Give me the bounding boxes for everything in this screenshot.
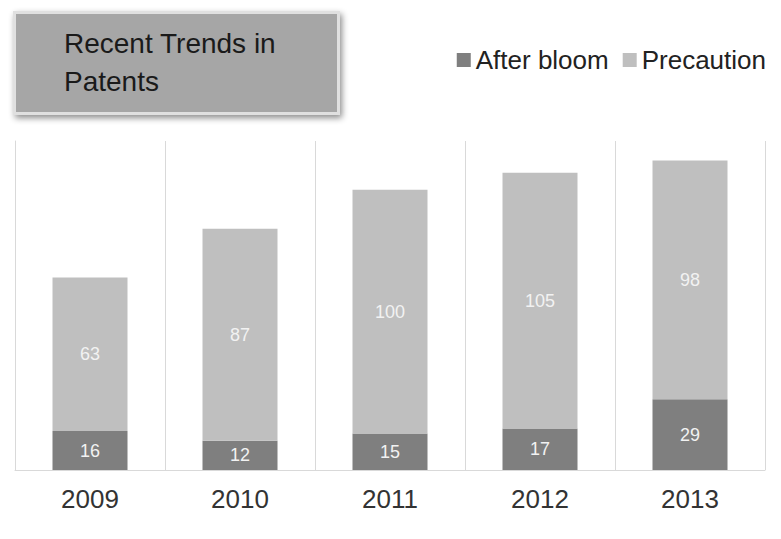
svg-text:Precaution: Precaution [642,45,766,75]
svg-text:2012: 2012 [511,484,569,514]
svg-text:17: 17 [530,439,550,459]
svg-text:105: 105 [525,291,555,311]
svg-text:2010: 2010 [211,484,269,514]
svg-text:2011: 2011 [362,484,418,514]
svg-text:100: 100 [375,302,405,322]
svg-text:2009: 2009 [61,484,119,514]
svg-text:87: 87 [230,325,250,345]
svg-text:Recent Trends in: Recent Trends in [64,28,283,59]
svg-text:12: 12 [230,445,250,465]
svg-text:2013: 2013 [661,484,719,514]
svg-text:Patents: Patents [64,66,159,97]
svg-text:63: 63 [80,344,100,364]
svg-text:98: 98 [680,270,700,290]
svg-text:16: 16 [80,441,100,461]
svg-text:15: 15 [380,442,400,462]
svg-text:After bloom: After bloom [476,45,609,75]
svg-text:29: 29 [680,425,700,445]
